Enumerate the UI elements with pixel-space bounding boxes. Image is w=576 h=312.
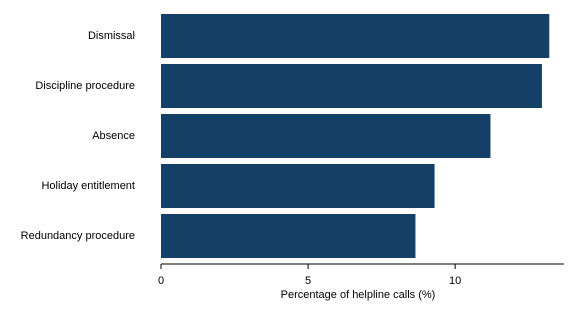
bar <box>161 14 550 58</box>
x-tick-label: 0 <box>158 275 164 287</box>
y-tick-label: Dismissal <box>88 30 135 42</box>
bar <box>161 214 416 258</box>
x-tick-label: 10 <box>449 275 461 287</box>
bar <box>161 164 435 208</box>
y-tick-label: Discipline procedure <box>35 80 135 92</box>
bar <box>161 64 542 108</box>
bar <box>161 114 491 158</box>
y-tick-label: Holiday entitlement <box>41 180 135 192</box>
y-tick-label: Redundancy procedure <box>21 230 135 242</box>
x-tick-label: 5 <box>305 275 311 287</box>
y-tick-label: Absence <box>92 130 135 142</box>
x-axis-label: Percentage of helpline calls (%) <box>281 289 436 301</box>
